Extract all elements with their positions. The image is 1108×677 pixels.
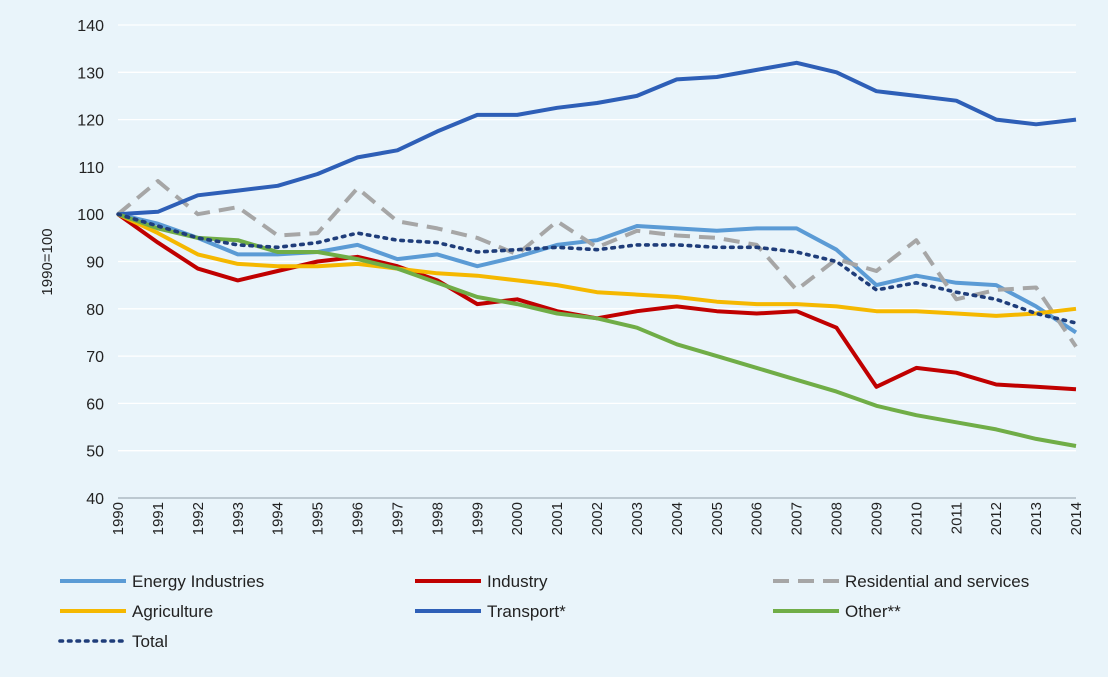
y-tick-label: 50 [86, 444, 104, 461]
x-axis-tick-labels: 1990 1991 1992 1993 1994 1995 1996 1997 1998 1999… [110, 502, 1085, 535]
series-line-energy-industries [117, 212, 1078, 335]
y-axis-tick-labels: 40 50 60 70 80 90 100 110 120 130 140 [77, 18, 104, 508]
legend-label: Total [132, 632, 168, 651]
y-tick-label: 60 [86, 396, 104, 413]
y-tick-label: 100 [77, 207, 104, 224]
legend-item-energy-industries: Energy Industries [60, 572, 264, 591]
y-tick-label: 140 [77, 18, 104, 35]
x-tick-label: 2000 [509, 502, 526, 535]
x-tick-label: 2003 [629, 502, 646, 535]
legend-item-industry: Industry [415, 572, 548, 591]
series-line-total [116, 212, 1078, 325]
x-tick-label: 1991 [150, 502, 167, 535]
series-line-other [117, 212, 1077, 448]
y-tick-label: 90 [86, 255, 104, 272]
x-tick-label: 1997 [389, 502, 406, 535]
legend-label: Agriculture [132, 602, 213, 621]
x-tick-label: 2005 [709, 502, 726, 535]
y-tick-label: 130 [77, 65, 104, 82]
legend-label: Residential and services [845, 572, 1029, 591]
y-tick-label: 40 [86, 491, 104, 508]
legend-label: Industry [487, 572, 548, 591]
x-tick-label: 2001 [549, 502, 566, 535]
grid-lines [118, 24, 1076, 499]
series-line-residential-and-services [116, 179, 1078, 348]
y-tick-label: 70 [86, 349, 104, 366]
x-tick-label: 2010 [908, 502, 925, 535]
legend-item-total: Total [58, 632, 168, 651]
legend: Energy Industries Industry Residential and… [58, 572, 1029, 651]
x-tick-label: 2007 [789, 502, 806, 535]
legend-label: Other** [845, 602, 901, 621]
x-tick-label: 2008 [829, 502, 846, 535]
x-tick-label: 1992 [190, 502, 207, 535]
series-line-agriculture [117, 212, 1077, 318]
x-tick-label: 1993 [230, 502, 247, 535]
x-tick-label: 1998 [429, 502, 446, 535]
x-tick-label: 1995 [310, 502, 327, 535]
x-tick-label: 1999 [469, 502, 486, 535]
y-tick-label: 120 [77, 113, 104, 130]
y-axis-title: 1990=100 [39, 228, 56, 295]
x-tick-label: 1994 [270, 502, 287, 535]
x-tick-label: 2011 [948, 502, 965, 534]
legend-label: Transport* [487, 602, 566, 621]
legend-label: Energy Industries [132, 572, 264, 591]
legend-item-other: Other** [773, 602, 901, 621]
y-tick-label: 80 [86, 302, 104, 319]
x-tick-label: 2013 [1028, 502, 1045, 535]
x-tick-label: 2012 [988, 502, 1005, 535]
x-tick-label: 2002 [589, 502, 606, 535]
y-tick-label: 110 [78, 160, 104, 177]
series-line-transport [117, 60, 1077, 217]
x-tick-label: 2006 [749, 502, 766, 535]
legend-item-residential-and-services: Residential and services [773, 572, 1029, 591]
x-tick-label: 1996 [350, 502, 367, 535]
x-tick-label: 2009 [868, 502, 885, 535]
legend-item-agriculture: Agriculture [60, 602, 213, 621]
series-lines [116, 60, 1078, 448]
x-tick-label: 1990 [110, 502, 127, 535]
legend-item-transport: Transport* [415, 602, 566, 621]
x-tick-label: 2004 [669, 502, 686, 535]
x-tick-label: 2014 [1068, 502, 1085, 535]
